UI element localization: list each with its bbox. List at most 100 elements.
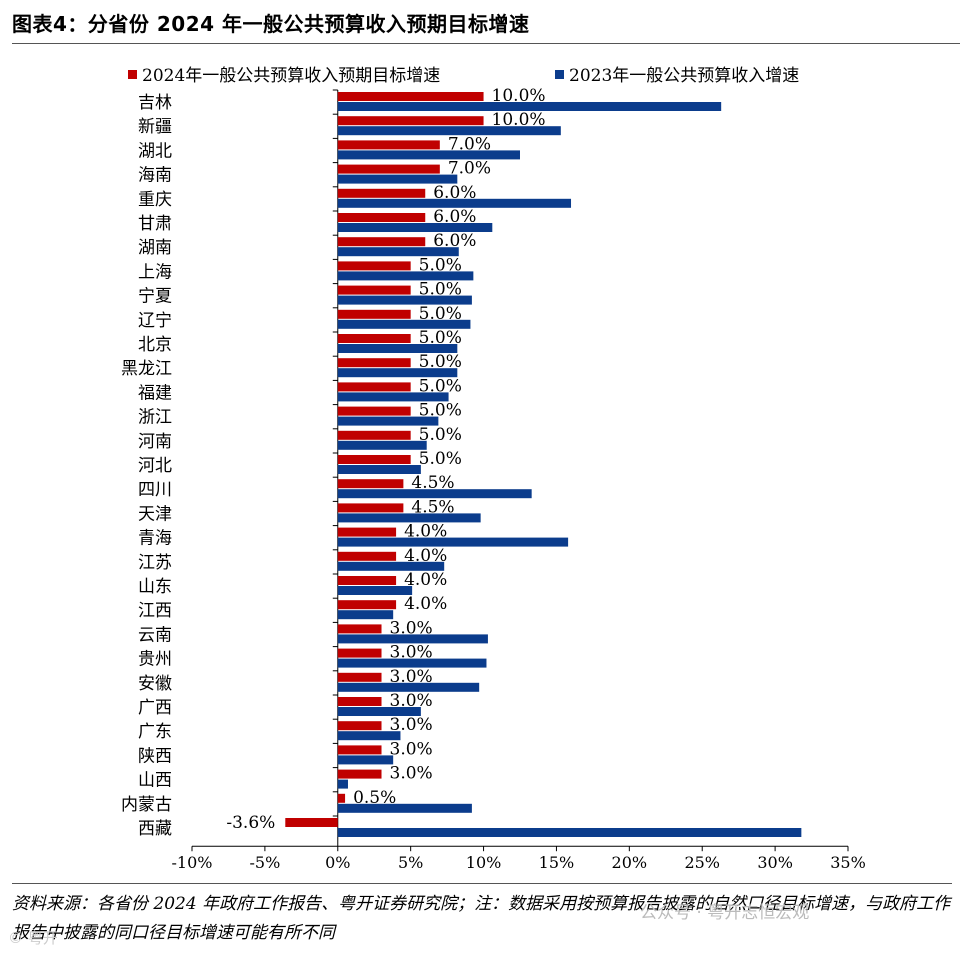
bar-2024: [337, 769, 382, 779]
bar-2023: [337, 126, 561, 136]
data-label-2024: 5.0%: [419, 425, 462, 445]
bar-2023: [337, 223, 493, 232]
bar-2023: [337, 392, 449, 402]
data-label-2024: 4.0%: [404, 594, 447, 614]
bar-2023: [337, 174, 458, 184]
bar-2023: [337, 828, 802, 837]
data-label-2024: 6.0%: [433, 231, 476, 251]
bar-2023: [337, 779, 348, 789]
data-label-2024: 3.0%: [390, 667, 433, 687]
bar-2023: [337, 707, 421, 716]
data-label-2024: 7.0%: [448, 134, 491, 154]
category-label: 天津: [138, 504, 172, 524]
data-label-2024: 7.0%: [448, 159, 491, 179]
category-label: 浙江: [138, 408, 172, 428]
bar-2023: [337, 368, 458, 378]
data-label-2024: 10.0%: [492, 86, 546, 106]
data-label-2024: 6.0%: [433, 207, 476, 227]
bar-2024: [337, 188, 426, 198]
bar-2024: [337, 285, 411, 295]
data-label-2024: 10.0%: [492, 110, 546, 130]
plot-area: -10% -5% 0% 5% 10% 15% 20% 25% 30% 35% 吉林 10.0% 新疆 10…: [121, 86, 866, 872]
legend-label-2023: 2023年一般公共预算收入增速: [569, 66, 799, 86]
bar-2024: [337, 261, 411, 271]
bar-chart: 2024年一般公共预算收入预期目标增速 2023年一般公共预算收入增速 -10%…: [121, 66, 866, 872]
data-label-2024: 6.0%: [433, 183, 476, 203]
category-label: 云南: [138, 625, 172, 645]
category-label: 湖北: [138, 141, 172, 161]
bar-2023: [337, 344, 458, 353]
data-label-2024: -3.6%: [226, 813, 275, 833]
data-label-2024: 5.0%: [419, 352, 462, 372]
data-label-2024: 3.0%: [390, 739, 433, 759]
category-label: 广西: [138, 698, 172, 718]
category-label: 河北: [138, 456, 172, 476]
bar-2023: [337, 198, 572, 208]
bar-2023: [337, 658, 487, 668]
category-label: 贵州: [138, 650, 172, 670]
category-label: 陕西: [138, 746, 172, 766]
bar-2023: [337, 271, 474, 281]
bar-2024: [337, 358, 411, 368]
legend-label-2024: 2024年一般公共预算收入预期目标增速: [142, 66, 440, 86]
bar-2024: [337, 551, 397, 561]
bar-2024: [285, 818, 338, 827]
legend-swatch-2023: [555, 70, 564, 79]
category-label: 山西: [138, 771, 172, 791]
bar-2023: [337, 682, 480, 692]
category-label: 河南: [138, 432, 172, 452]
x-tick-label: 35%: [830, 853, 866, 872]
category-label: 甘肃: [138, 214, 172, 234]
x-tick-label: -5%: [249, 853, 280, 872]
bar-2024: [337, 309, 411, 319]
footer-divider: [12, 883, 952, 884]
data-label-2024: 3.0%: [390, 691, 433, 711]
bar-2023: [337, 610, 394, 620]
bar-2023: [337, 513, 481, 523]
category-label: 江西: [138, 601, 172, 621]
data-label-2024: 3.0%: [390, 715, 433, 735]
data-label-2024: 5.0%: [419, 328, 462, 348]
category-label: 新疆: [138, 117, 172, 137]
legend: 2024年一般公共预算收入预期目标增速 2023年一般公共预算收入增速: [128, 66, 799, 86]
category-label: 北京: [138, 335, 172, 355]
bar-2024: [337, 92, 484, 101]
data-label-2024: 4.0%: [404, 546, 447, 566]
bar-2023: [337, 731, 401, 741]
legend-swatch-2024: [128, 70, 137, 79]
category-label: 青海: [138, 529, 172, 549]
category-label: 广东: [138, 722, 172, 742]
category-label: 山东: [138, 577, 172, 597]
category-label: 吉林: [138, 93, 172, 113]
bar-2024: [337, 164, 440, 174]
bar-2024: [337, 648, 382, 658]
bar-2024: [337, 237, 426, 247]
data-label-2024: 5.0%: [419, 255, 462, 275]
data-label-2024: 4.5%: [411, 473, 454, 493]
data-label-2024: 5.0%: [419, 376, 462, 396]
bar-2024: [337, 527, 397, 537]
bar-2023: [337, 537, 569, 547]
x-tick-label: 20%: [612, 853, 648, 872]
category-label: 重庆: [138, 190, 172, 210]
category-label: 安徽: [138, 674, 172, 694]
bar-2023: [337, 102, 722, 111]
bar-2023: [337, 634, 488, 644]
data-label-2024: 5.0%: [419, 280, 462, 300]
x-tick-label: 5%: [398, 853, 423, 872]
x-tick-label: 10%: [466, 853, 502, 872]
data-label-2024: 3.0%: [390, 618, 433, 638]
category-label: 四川: [138, 480, 172, 500]
x-tick-label: 25%: [684, 853, 720, 872]
bar-2023: [337, 803, 472, 813]
bar-2024: [337, 697, 382, 706]
bar-2024: [337, 672, 382, 682]
watermark-corner: © 粤开: [8, 929, 58, 947]
source-note: 资料来源：各省份 2024 年政府工作报告、粤开证券研究院；注：数据采用按预算报…: [12, 894, 951, 943]
bar-2024: [337, 721, 382, 731]
bar-2024: [337, 503, 404, 513]
bar-2024: [337, 140, 440, 150]
data-label-2024: 0.5%: [353, 788, 396, 808]
data-label-2024: 4.0%: [404, 570, 447, 590]
category-label: 湖南: [138, 238, 172, 258]
